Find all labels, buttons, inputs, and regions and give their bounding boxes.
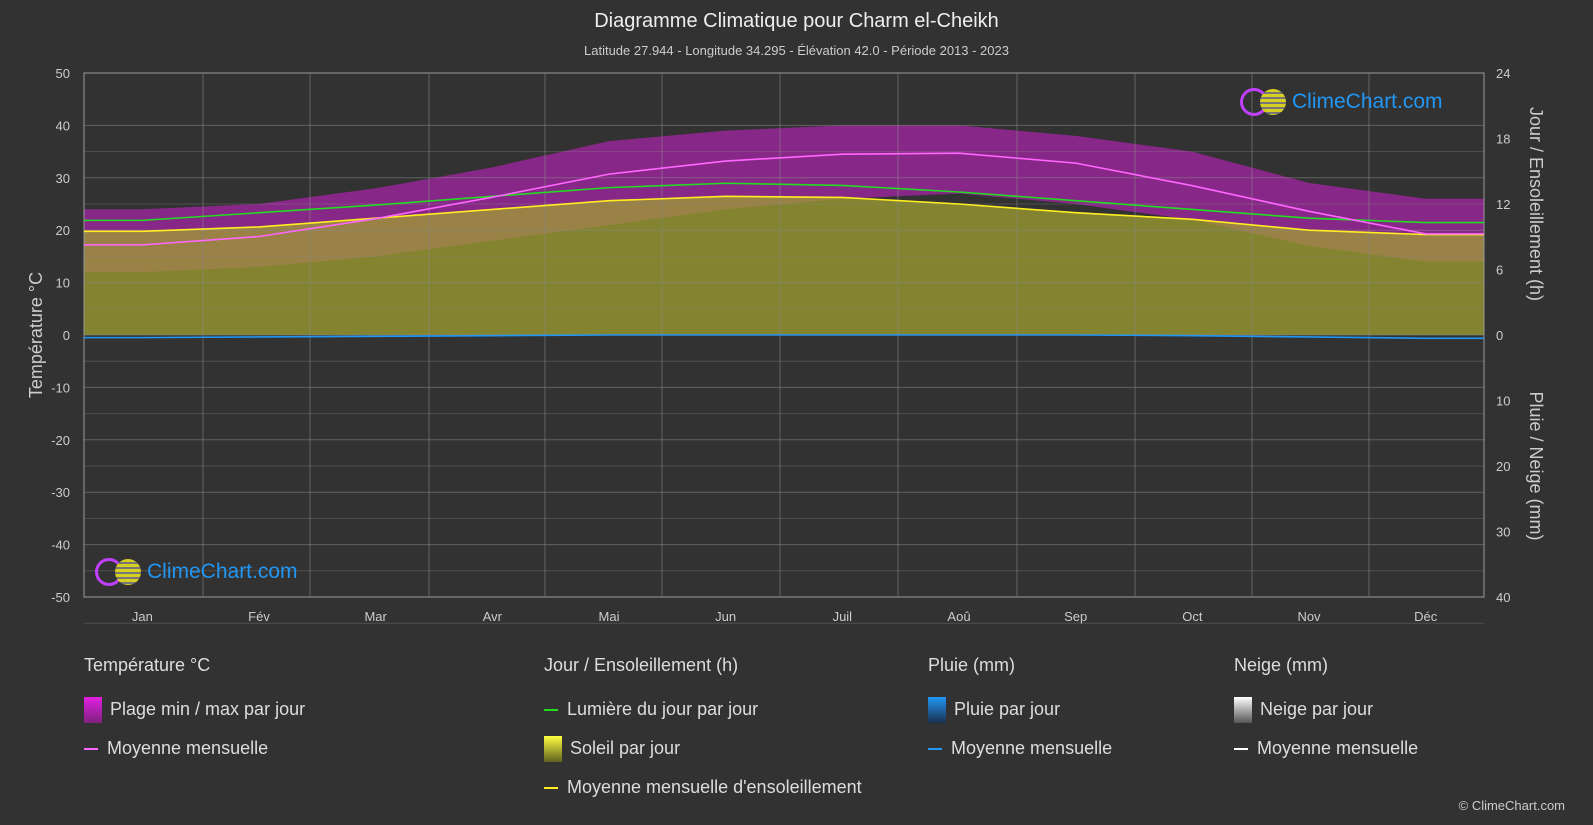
y-right-tick-label: 40 xyxy=(1496,590,1510,605)
sunshine-area xyxy=(84,196,1484,335)
legend-title: Pluie (mm) xyxy=(928,655,1016,675)
daylight-line xyxy=(84,182,1484,224)
chart-subtitle: Latitude 27.944 - Longitude 34.295 - Élé… xyxy=(584,43,1009,58)
y-tick-label: -50 xyxy=(51,590,70,605)
legend-item: Moyenne mensuelle xyxy=(1257,738,1419,758)
y-tick-label: -40 xyxy=(51,538,70,553)
y-axis-label: Température °C xyxy=(26,272,46,398)
copyright: © ClimeChart.com xyxy=(1458,798,1565,813)
legend-item: Moyenne mensuelle xyxy=(951,738,1113,758)
x-tick-label: Nov xyxy=(1297,609,1321,624)
y-tick-label: 50 xyxy=(56,66,70,81)
logo-top: ClimeChart.com xyxy=(1240,88,1443,116)
x-tick-label: Déc xyxy=(1414,609,1438,624)
legend-item: Moyenne mensuelle d'ensoleillement xyxy=(567,777,862,797)
x-tick-label: Jun xyxy=(715,609,736,624)
legend-item: Lumière du jour par jour xyxy=(567,699,759,719)
plot-border xyxy=(83,72,1485,598)
legend-title: Température °C xyxy=(84,655,211,675)
legend-item: Plage min / max par jour xyxy=(110,699,306,719)
legend-title: Neige (mm) xyxy=(1234,655,1329,675)
y-tick-label: 20 xyxy=(56,223,70,238)
y-right-tick-label: 12 xyxy=(1496,197,1510,212)
logo-bottom: ClimeChart.com xyxy=(95,558,298,586)
chart-title: Diagramme Climatique pour Charm el-Cheik… xyxy=(594,10,999,32)
x-tick-label: Mai xyxy=(599,609,620,624)
x-tick-label: Fév xyxy=(248,609,270,624)
legend-item: Soleil par jour xyxy=(570,738,681,758)
y-tick-label: -30 xyxy=(51,485,70,500)
legend-title: Jour / Ensoleillement (h) xyxy=(544,655,739,675)
x-tick-label: Aoû xyxy=(947,609,970,624)
y-tick-label: 40 xyxy=(56,118,70,133)
logo-text: ClimeChart.com xyxy=(147,560,298,583)
y-right-tick-label: 20 xyxy=(1496,459,1510,474)
legend-sun: Jour / Ensoleillement (h) Lumière du jou… xyxy=(544,655,862,807)
y-right-tick-label: 30 xyxy=(1496,525,1510,540)
x-tick-label: Mar xyxy=(364,609,387,624)
y-tick-label: 0 xyxy=(63,328,70,343)
y-tick-label: -10 xyxy=(51,380,70,395)
y-right-tick-label: 10 xyxy=(1496,394,1510,409)
x-tick-label: Oct xyxy=(1182,609,1203,624)
x-tick-label: Sep xyxy=(1064,609,1087,624)
y-right-tick-label: 24 xyxy=(1496,66,1510,81)
sunshine-mean-line xyxy=(84,195,1484,236)
y-right-tick-label: 0 xyxy=(1496,328,1503,343)
y-tick-label: -20 xyxy=(51,433,70,448)
legend-temperature: Température °C Plage min / max par jour … xyxy=(84,655,305,768)
legend-item: Pluie par jour xyxy=(954,699,1061,719)
x-tick-label: Jan xyxy=(132,609,153,624)
rain-mean-line xyxy=(84,334,1484,340)
logo-text: ClimeChart.com xyxy=(1292,90,1443,113)
y-right-axis-label: Pluie / Neige (mm) xyxy=(1526,391,1546,540)
legend-item: Moyenne mensuelle xyxy=(107,738,269,758)
x-tick-label: Avr xyxy=(483,609,503,624)
y-right-tick-label: 6 xyxy=(1496,263,1503,278)
temp-mean-line xyxy=(84,152,1484,246)
y-tick-label: 30 xyxy=(56,171,70,186)
plot-area: 50 40 30 20 10 0 -10 -20 -30 -40 -50 24 18 12 6 0 10 20 30… xyxy=(26,66,1546,624)
legend-rain: Pluie (mm) Pluie par jour Moyenne mensue… xyxy=(928,655,1112,768)
y-right-tick-label: 18 xyxy=(1496,132,1510,147)
x-tick-label: Juil xyxy=(833,609,853,624)
y-tick-label: 10 xyxy=(56,276,70,291)
legend-snow: Neige (mm) Neige par jour Moyenne mensue… xyxy=(1234,655,1418,768)
legend-item: Neige par jour xyxy=(1260,699,1374,719)
y-right-axis-label: Jour / Ensoleillement (h) xyxy=(1526,107,1546,301)
